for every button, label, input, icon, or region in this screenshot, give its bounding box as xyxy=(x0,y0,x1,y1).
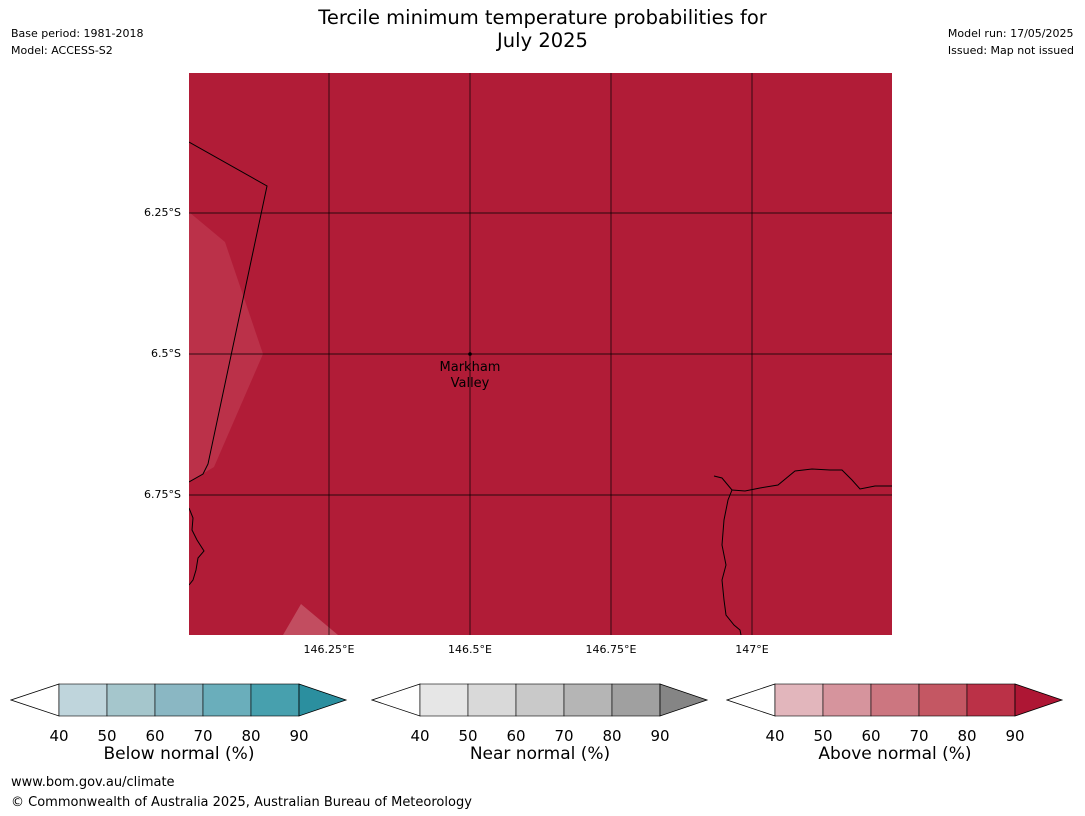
colorbar-tick-40: 40 xyxy=(49,727,69,745)
grid-lines xyxy=(189,73,892,635)
colorbar-swatch-60 xyxy=(515,683,565,717)
map-title: Tercile minimum temperature probabilitie… xyxy=(0,6,1085,52)
colorbar-tick-80: 80 xyxy=(241,727,261,745)
colorbar-high-extension xyxy=(1014,683,1064,717)
lon-tick-146-75e: 146.75°E xyxy=(585,643,637,656)
colorbar-tick-90: 90 xyxy=(650,727,670,745)
colorbar-tick-60: 60 xyxy=(506,727,526,745)
colorbar-near-normal: 40 50 60 70 80 90 Near normal (%) xyxy=(370,683,710,764)
colorbar-swatches xyxy=(9,683,348,717)
issued-text: Issued: Map not issued xyxy=(947,44,1074,57)
boundaries xyxy=(189,141,892,635)
footer-url: www.bom.gov.au/climate xyxy=(11,775,175,790)
title-line-2: July 2025 xyxy=(497,29,588,52)
boundary-line-west xyxy=(189,141,268,483)
colorbar-tick-50: 50 xyxy=(97,727,117,745)
metadata-right: Model run: 17/05/2025 Issued: Map not is… xyxy=(948,25,1074,59)
colorbar-swatch-50 xyxy=(467,683,517,717)
colorbar-low-extension xyxy=(370,683,421,717)
coastline-southwest xyxy=(189,507,205,586)
colorbar-swatches xyxy=(370,683,709,717)
colorbar-swatch-80 xyxy=(250,683,300,717)
footer-copyright: © Commonwealth of Australia 2025, Austra… xyxy=(11,795,472,810)
colorbar-tick-80: 80 xyxy=(602,727,622,745)
colorbar-label: Below normal (%) xyxy=(103,744,255,764)
colorbar-tick-90: 90 xyxy=(1005,727,1025,745)
colorbar-label: Near normal (%) xyxy=(469,744,611,764)
coastline-east xyxy=(731,468,892,492)
colorbar-tick-40: 40 xyxy=(410,727,430,745)
colorbar-tick-70: 70 xyxy=(193,727,213,745)
colorbar-tick-40: 40 xyxy=(765,727,785,745)
lighter-probability-patch xyxy=(189,212,263,482)
model-text: Model: ACCESS-S2 xyxy=(11,44,113,57)
colorbar-high-extension xyxy=(298,683,348,717)
colorbar-low-extension xyxy=(9,683,60,717)
base-period-text: Base period: 1981-2018 xyxy=(11,27,144,40)
colorbar-high-extension xyxy=(659,683,709,717)
colorbar-below-normal: 40 50 60 70 80 90 Below normal (%) xyxy=(9,683,349,764)
colorbar-tick-80: 80 xyxy=(957,727,977,745)
lighter-probability-patch-south xyxy=(283,604,338,635)
colorbar-swatch-40 xyxy=(58,683,108,717)
place-label: Markham Valley xyxy=(420,360,520,392)
colorbar-tick-90: 90 xyxy=(289,727,309,745)
colorbar-swatch-70 xyxy=(563,683,613,717)
colorbar-swatch-40 xyxy=(419,683,469,717)
lat-tick-6-75s: 6.75°S xyxy=(144,488,181,501)
colorbar-tick-60: 60 xyxy=(145,727,165,745)
metadata-left: Base period: 1981-2018 Model: ACCESS-S2 xyxy=(11,25,143,59)
lat-tick-6-25s: 6.25°S xyxy=(144,206,181,219)
place-label-line-2: Valley xyxy=(450,376,490,391)
map-canvas xyxy=(189,73,892,635)
lon-tick-146-25e: 146.25°E xyxy=(303,643,355,656)
lon-tick-146-5e: 146.5°E xyxy=(448,643,492,656)
colorbar-swatch-80 xyxy=(966,683,1016,717)
colorbar-swatch-70 xyxy=(202,683,252,717)
model-run-text: Model run: 17/05/2025 xyxy=(947,27,1074,40)
colorbar-swatch-50 xyxy=(106,683,156,717)
colorbar-swatch-80 xyxy=(611,683,661,717)
colorbar-tick-70: 70 xyxy=(909,727,929,745)
lon-tick-147e: 147°E xyxy=(735,643,769,656)
colorbar-swatch-60 xyxy=(154,683,204,717)
colorbar-swatch-50 xyxy=(822,683,872,717)
colorbar-tick-50: 50 xyxy=(813,727,833,745)
title-line-1: Tercile minimum temperature probabilitie… xyxy=(318,6,767,29)
colorbar-tick-70: 70 xyxy=(554,727,574,745)
colorbar-swatch-40 xyxy=(774,683,824,717)
colorbar-swatches xyxy=(725,683,1064,717)
colorbar-tick-60: 60 xyxy=(861,727,881,745)
place-label-line-1: Markham xyxy=(439,360,501,375)
colorbar-low-extension xyxy=(725,683,776,717)
colorbar-swatch-70 xyxy=(918,683,968,717)
colorbar-label: Above normal (%) xyxy=(818,744,972,764)
colorbar-above-normal: 40 50 60 70 80 90 Above normal (%) xyxy=(725,683,1065,764)
colorbar-tick-50: 50 xyxy=(458,727,478,745)
markham-valley-marker xyxy=(468,352,472,356)
lat-tick-6-5s: 6.5°S xyxy=(151,347,181,360)
colorbar-swatch-60 xyxy=(870,683,920,717)
